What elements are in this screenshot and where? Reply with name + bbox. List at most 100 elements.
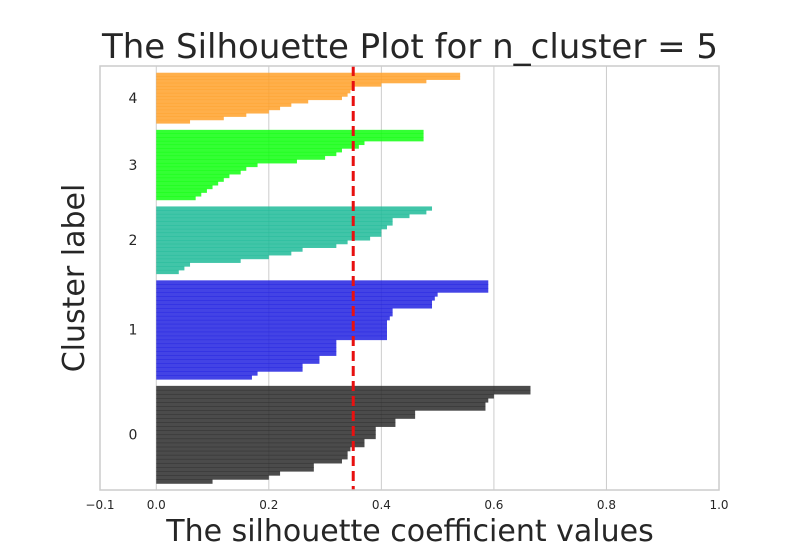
x-tick-label: 0.4 [372,498,391,512]
silhouette-bar [156,221,393,226]
silhouette-bar [156,109,269,114]
x-tick-label: 0.0 [147,498,166,512]
silhouette-bar [156,72,461,77]
silhouette-bar [156,389,531,395]
silhouette-bar [156,129,424,135]
silhouette-bar [156,367,303,372]
silhouette-bar [156,335,387,341]
silhouette-bar [156,327,387,333]
silhouette-bar [156,363,303,368]
silhouette-bar [156,210,427,215]
silhouette-bar [156,296,435,301]
x-tick-label: 0.2 [259,498,278,512]
cluster-2-silhouette [156,206,433,275]
silhouette-bar [156,133,424,138]
silhouette-bar [156,355,320,360]
silhouette-bar [156,79,427,84]
x-tick-label: −0.1 [85,498,114,512]
silhouette-bar [156,144,359,149]
silhouette-bar [156,140,365,146]
silhouette-bar [156,243,337,249]
x-axis-ticks: −0.1 0.0 0.2 0.4 0.6 0.8 1.0 [85,498,728,512]
silhouette-bar [156,288,489,293]
silhouette-bar [156,434,376,440]
silhouette-bar [156,236,371,241]
cluster-label-2: 2 [129,233,138,249]
silhouette-bar [156,479,213,484]
silhouette-bar [156,116,224,121]
silhouette-bar [156,162,258,168]
silhouette-bar [156,311,393,317]
silhouette-bar [156,188,207,193]
silhouette-bar [156,347,337,352]
silhouette-bar [156,475,269,480]
silhouette-bar [156,402,486,407]
silhouette-bar [156,323,387,329]
cluster-4-silhouette [156,72,461,124]
x-tick-label: 0.6 [484,498,503,512]
silhouette-bar [156,304,433,309]
cluster-label-4: 4 [129,91,138,107]
silhouette-bar [156,422,396,427]
silhouette-bar [156,166,247,171]
plot-frame [99,65,720,491]
silhouette-bar [156,251,292,256]
silhouette-bar [156,89,351,94]
silhouette-bar [156,119,191,124]
silhouette-bar [156,96,342,101]
silhouette-bar [156,240,348,245]
x-tick-label: 1.0 [709,498,728,512]
silhouette-bar [156,284,489,289]
silhouette-bar [156,155,326,160]
silhouette-bar [156,106,281,111]
silhouette-bar [156,92,348,97]
silhouette-bar [156,292,438,297]
silhouette-bar [156,266,185,271]
silhouette-bar [156,430,376,436]
silhouette-bar [156,159,297,164]
silhouette-bar [156,217,393,222]
silhouette-bar [156,467,314,472]
cluster-label-3: 3 [129,158,138,174]
silhouette-bar [156,414,416,419]
silhouette-bar [156,254,269,260]
silhouette-bar [156,280,489,285]
silhouette-bar [156,331,387,337]
silhouette-bar [156,438,365,444]
x-tick-label: 0.8 [597,498,616,512]
silhouette-bar [156,458,342,464]
silhouette-bar [156,76,461,80]
cluster-3-silhouette [156,129,424,201]
silhouette-bar [156,213,410,219]
silhouette-bar [156,308,393,313]
silhouette-bar [156,462,314,468]
silhouette-bar [156,393,494,399]
silhouette-bar [156,315,390,321]
silhouette-bar [156,113,247,117]
cluster-label-0: 0 [129,428,138,444]
silhouette-bar [156,196,196,201]
y-axis-label: Cluster label [57,184,92,373]
silhouette-bar [156,454,348,460]
silhouette-bar [156,410,416,415]
silhouette-bar [156,339,337,345]
silhouette-bar [156,359,320,364]
silhouette-bar [156,442,365,448]
silhouette-bar [156,371,258,376]
silhouette-bar [156,418,396,423]
silhouette-bar [156,185,213,190]
silhouette-bar [156,258,241,263]
silhouette-bar [156,99,309,104]
silhouette-bar [156,86,354,91]
silhouette-bar [156,173,230,179]
chart-title: The Silhouette Plot for n_cluster = 5 [101,27,718,67]
silhouette-bar [156,82,382,87]
silhouette-bar [156,426,376,432]
x-axis-label: The silhouette coefficient values [165,514,653,549]
silhouette-bar [156,181,219,186]
silhouette-bar [156,450,348,456]
silhouette-bar [156,398,489,403]
silhouette-bar [156,406,486,411]
cluster-bars [156,72,531,484]
